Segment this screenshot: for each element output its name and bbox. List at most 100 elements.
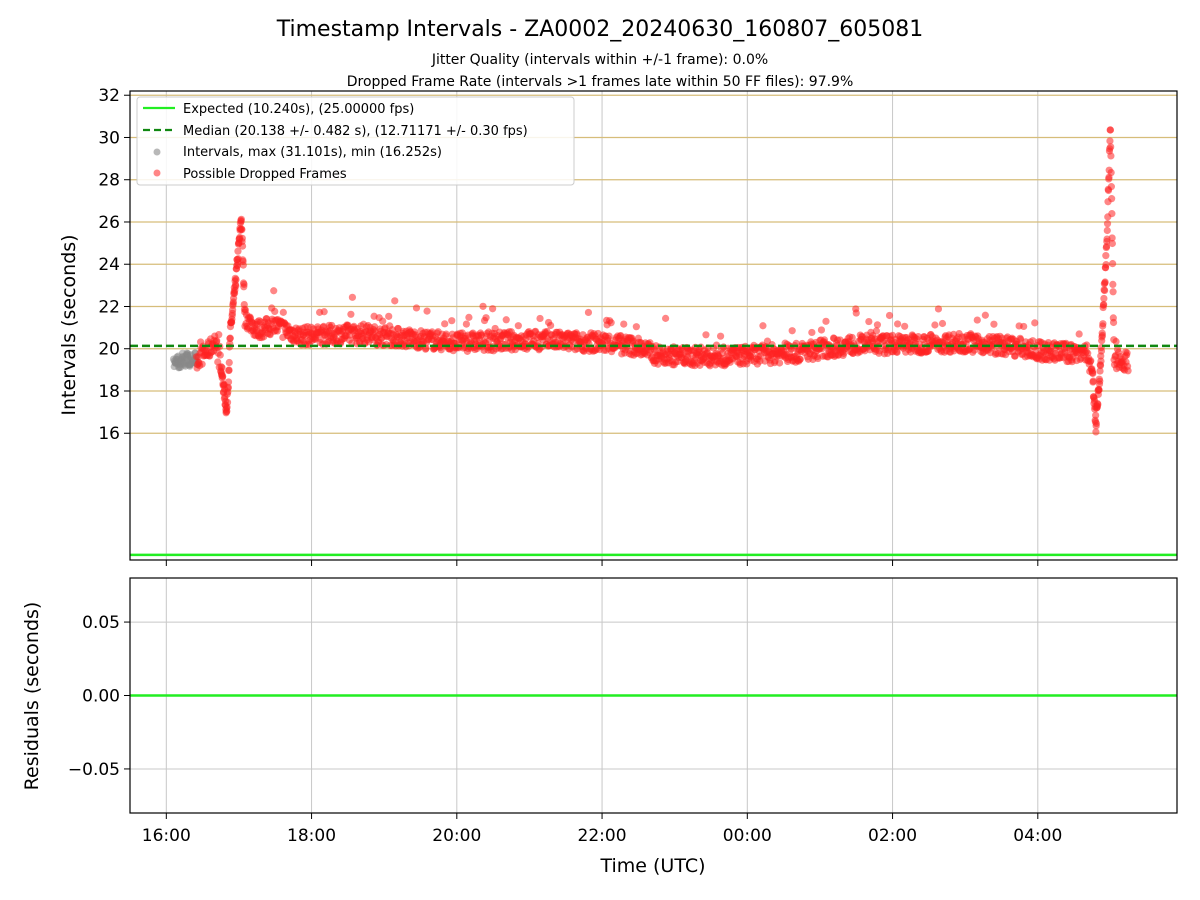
dropped-frame-point — [226, 334, 234, 342]
dropped-frame-point — [848, 333, 856, 342]
dropped-frame-point — [1092, 419, 1100, 428]
dropped-frame-point — [1096, 377, 1104, 385]
dropped-frame-point — [775, 359, 784, 367]
dropped-frame-point — [1029, 337, 1037, 345]
dropped-frame-point — [1101, 278, 1109, 286]
dropped-frame-point — [1109, 288, 1117, 296]
dropped-frame-point — [1109, 280, 1117, 288]
dropped-frame-point — [716, 332, 725, 340]
dropped-frame-point — [1107, 143, 1115, 151]
dropped-frame-point — [271, 307, 279, 316]
dropped-frame-point — [270, 287, 278, 295]
dropped-frame-point — [1100, 294, 1108, 303]
bottom-y-ticks: 0.05 0.00 −0.05 — [68, 613, 130, 780]
dropped-frame-point — [238, 226, 246, 234]
top-panel: 16 18 20 22 24 26 28 30 32 Intervals (seconds) E… — [58, 86, 1178, 566]
dropped-frame-point — [1101, 286, 1109, 295]
bottom-y-tick-label: 0.05 — [82, 613, 120, 633]
dropped-frame-point — [348, 293, 357, 301]
x-tick-label: 18:00 — [287, 826, 336, 846]
dropped-frame-point — [536, 314, 544, 323]
dropped-frame-point — [893, 320, 902, 328]
top-y-tick-label: 20 — [98, 340, 120, 360]
dropped-frame-point — [1112, 337, 1120, 346]
dropped-frame-point — [465, 313, 473, 321]
x-tick-label: 00:00 — [723, 826, 772, 846]
dropped-frame-point — [1108, 210, 1116, 218]
dropped-frame-point — [1102, 261, 1110, 269]
dropped-frame-point — [1031, 319, 1039, 327]
dropped-frame-point — [1108, 234, 1116, 242]
dropped-frame-point — [938, 319, 947, 328]
dropped-frame-point — [852, 309, 860, 317]
dropped-frame-point — [441, 320, 449, 328]
dropped-frame-point — [1092, 411, 1100, 419]
top-reference-lines — [130, 344, 1177, 557]
dropped-frame-point — [973, 316, 981, 324]
dropped-frame-point — [213, 337, 221, 345]
bottom-y-tick-label: 0.00 — [82, 687, 120, 707]
top-y-axis-label: Intervals (seconds) — [58, 234, 80, 415]
dropped-frame-point — [320, 308, 328, 316]
dropped-frame-point — [1089, 369, 1097, 378]
dropped-frame-point — [347, 310, 355, 318]
dropped-frame-point — [423, 307, 431, 315]
dropped-frame-point — [817, 326, 826, 334]
dropped-frame-point — [238, 242, 247, 250]
chart-subtitle-dropped: Dropped Frame Rate (intervals >1 frames … — [347, 74, 854, 90]
dropped-frame-point — [981, 311, 989, 319]
legend-box — [136, 96, 575, 186]
dropped-frame-point — [990, 320, 998, 328]
dropped-frame-point — [934, 305, 943, 313]
x-tick-label: 16:00 — [142, 826, 191, 846]
dropped-frame-point — [234, 247, 242, 255]
top-y-tick-label: 30 — [98, 128, 120, 148]
dropped-frame-point — [224, 378, 233, 386]
dropped-frame-point — [759, 322, 767, 330]
dropped-frame-point — [865, 317, 873, 326]
dropped-frame-point — [1100, 300, 1108, 309]
dropped-frame-point — [1096, 367, 1104, 375]
dropped-frame-point — [1106, 137, 1114, 145]
dropped-frame-point — [1108, 239, 1116, 248]
legend-intervals-swatch — [153, 148, 161, 156]
dropped-frame-point — [931, 321, 939, 329]
top-y-tick-label: 22 — [98, 297, 120, 317]
dropped-frame-point — [885, 311, 894, 320]
dropped-frame-point — [379, 317, 387, 325]
dropped-frame-point — [385, 312, 393, 320]
dropped-frame-point — [1103, 226, 1111, 235]
dropped-frame-point — [796, 355, 804, 363]
dropped-frame-point — [482, 314, 490, 322]
dropped-frame-point — [1109, 260, 1117, 268]
dropped-frame-point — [1094, 400, 1102, 409]
dropped-frame-point — [437, 346, 445, 354]
dropped-frame-point — [1102, 252, 1110, 260]
dropped-frame-point — [219, 372, 227, 381]
dropped-frame-point — [1107, 183, 1115, 191]
top-y-tick-label: 18 — [98, 382, 120, 402]
dropped-frame-point — [1087, 357, 1095, 365]
dropped-frame-point — [502, 316, 510, 324]
dropped-frame-point — [1098, 331, 1107, 340]
x-tick-label: 04:00 — [1013, 826, 1062, 846]
dropped-frame-point — [702, 331, 710, 339]
dropped-frame-point — [808, 328, 816, 337]
dropped-frame-point — [632, 323, 640, 331]
chart-subtitle-jitter: Jitter Quality (intervals within +/-1 fr… — [431, 52, 768, 68]
top-y-ticks: 16 18 20 22 24 26 28 30 32 — [98, 86, 130, 444]
dropped-frame-point — [1124, 367, 1132, 375]
legend-median-label: Median (20.138 +/- 0.482 s), (12.71171 +… — [183, 124, 528, 139]
dropped-frame-point — [873, 321, 882, 329]
dropped-frame-point — [1106, 126, 1115, 134]
dropped-frame-point — [620, 320, 628, 328]
top-plot-frame — [129, 90, 1178, 561]
dropped-frame-point — [224, 383, 232, 391]
dropped-frame-point — [1075, 330, 1083, 338]
dropped-frame-point — [607, 319, 615, 327]
top-y-tick-label: 24 — [98, 255, 120, 275]
x-tick-label: 20:00 — [432, 826, 481, 846]
dropped-frame-point — [662, 314, 670, 322]
dropped-frame-point — [489, 305, 497, 313]
dropped-frame-point — [198, 360, 206, 368]
